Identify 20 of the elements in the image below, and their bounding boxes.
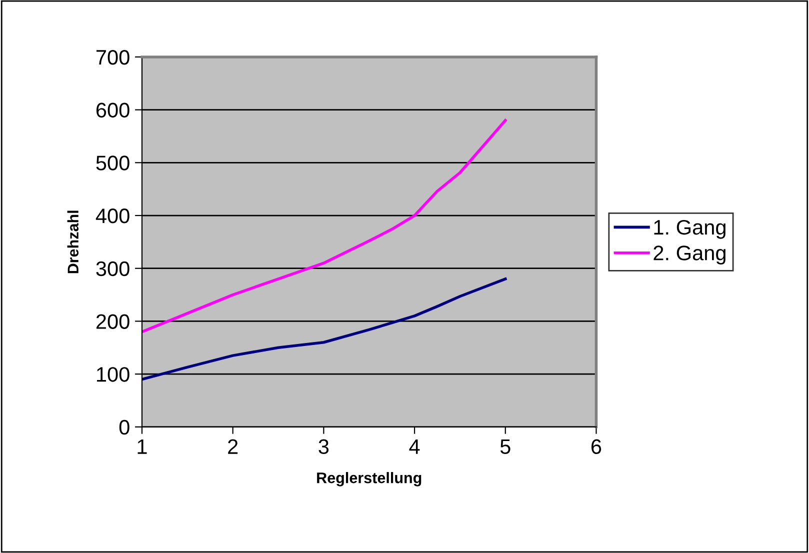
y-tick-label: 700: [96, 50, 130, 65]
x-tick-label: 2: [228, 439, 238, 454]
legend-label: 1. Gang: [654, 220, 726, 239]
x-tick-label: 5: [500, 439, 510, 454]
x-tick-label: 6: [592, 439, 602, 454]
x-tick-label: 3: [318, 439, 329, 454]
y-tick-label: 400: [96, 208, 130, 224]
line-series: [142, 118, 507, 334]
y-tick-label: 0: [119, 420, 130, 435]
x-tick-label: 4: [409, 439, 420, 454]
line-series: [142, 278, 507, 381]
y-tick-label: 500: [96, 156, 130, 170]
x-axis-title: Reglerstellung: [317, 472, 422, 486]
y-axis-title: Drehzahl: [67, 210, 79, 274]
x-tick-label: 1: [138, 439, 147, 454]
legend-label: 2. Gang: [654, 246, 726, 264]
y-tick-label: 200: [96, 314, 130, 329]
y-tick-label: 600: [96, 102, 130, 118]
y-tick-label: 300: [96, 261, 130, 276]
y-tick-label: 100: [97, 367, 130, 382]
